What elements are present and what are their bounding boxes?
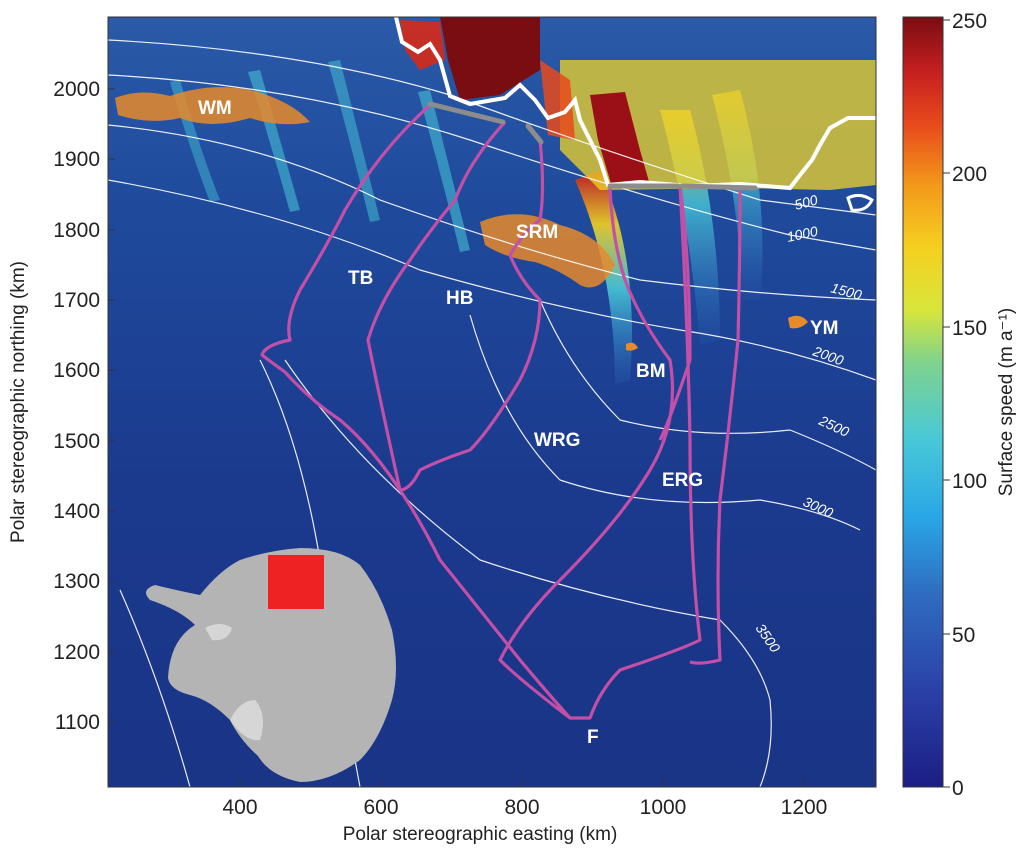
contour-500 — [108, 39, 876, 216]
colorbar-tick-marks — [943, 19, 950, 788]
coastline — [394, 17, 876, 191]
basin-outline-hb — [366, 120, 507, 491]
region-label-bm: BM — [636, 361, 666, 382]
y-tick-marks — [108, 88, 115, 723]
region-label-srm: SRM — [516, 222, 558, 243]
y-tick-label-2000: 2000 — [53, 78, 100, 101]
outlet-glacier-3 — [400, 20, 445, 70]
colorbar-tick-50: 50 — [952, 624, 975, 647]
inset-study-area — [268, 555, 324, 609]
region-label-wrg: WRG — [534, 430, 580, 451]
colorbar-gradient — [902, 16, 944, 788]
y-tick-label-1700: 1700 — [53, 289, 100, 312]
mountains-srm — [480, 214, 615, 288]
x-tick-label-400: 400 — [222, 796, 257, 819]
x-tick-label-600: 600 — [363, 796, 398, 819]
colorbar-tick-0: 0 — [952, 777, 964, 800]
region-label-ym: YM — [810, 318, 839, 339]
y-axis: 2000 1900 1800 1700 1600 1500 1400 1300 … — [8, 78, 115, 734]
y-tick-label-1600: 1600 — [53, 359, 100, 382]
contour-label-1000: 1000 — [785, 223, 819, 245]
basin-outline-main — [398, 185, 702, 720]
y-tick-label-1100: 1100 — [55, 711, 100, 734]
region-labels: WM SRM TB HB BM YM WRG ERG F — [198, 98, 839, 748]
mountains-ym — [788, 315, 808, 329]
basin-outline-erg — [658, 185, 692, 441]
x-axis-label: Polar stereographic easting (km) — [343, 824, 618, 845]
y-tick-label-1400: 1400 — [53, 500, 100, 523]
basin-outline-east — [689, 185, 742, 665]
contour-label-500: 500 — [793, 191, 820, 213]
x-axis: 400 600 800 1000 1200 Polar stereographi… — [222, 780, 827, 845]
mountains-bm — [626, 342, 638, 351]
y-tick-label-1800: 1800 — [53, 219, 100, 242]
inset-antarctica-landmass — [146, 548, 396, 782]
colorbar: 250 200 150 100 50 0 Surface speed (m a⁻… — [902, 10, 1017, 800]
ice-stream-bm — [575, 170, 632, 385]
basin-outline-tb — [260, 103, 432, 491]
colorbar-tick-150: 150 — [952, 317, 987, 340]
map-frame — [107, 16, 877, 788]
x-tick-label-1200: 1200 — [781, 796, 828, 819]
inset-ice-shelf-filchner — [205, 624, 232, 641]
mountains-wm — [115, 87, 310, 125]
ice-stream-west-3 — [418, 90, 470, 252]
gate-2 — [525, 123, 544, 145]
contour-1000 — [108, 74, 876, 251]
colorbar-tick-200: 200 — [952, 163, 987, 186]
contour-3500 — [284, 359, 772, 787]
inset-antarctica — [146, 548, 396, 782]
gate-4 — [679, 183, 758, 191]
region-label-wm: WM — [198, 98, 232, 119]
x-tick-marks — [239, 780, 805, 787]
y-tick-label-1200: 1200 — [53, 641, 100, 664]
region-label-f: F — [587, 727, 599, 748]
inset-ice-shelf-ross — [230, 700, 264, 741]
map-panel: 500 1000 1500 2000 2500 3000 3500 — [108, 17, 876, 787]
basin-outline-wrg — [498, 185, 675, 720]
contour-sw-2 — [119, 589, 191, 787]
colorbar-label: Surface speed (m a⁻¹) — [996, 308, 1017, 497]
contour-2500 — [539, 299, 876, 471]
contour-1500 — [108, 124, 876, 301]
mountains — [115, 87, 808, 351]
basin-outlines — [260, 103, 742, 720]
x-tick-label-1000: 1000 — [640, 796, 687, 819]
ice-stream-west-2 — [328, 60, 380, 222]
contour-2000 — [108, 179, 876, 381]
grounding-gates — [427, 101, 758, 191]
x-tick-label-800: 800 — [504, 796, 539, 819]
y-axis-label: Polar stereographic northing (km) — [8, 261, 29, 543]
outlet-glacier-2 — [590, 92, 650, 187]
y-tick-label-1900: 1900 — [53, 148, 100, 171]
region-label-tb: TB — [348, 268, 373, 289]
coastline-islands — [846, 193, 874, 212]
colorbar-tick-100: 100 — [952, 470, 987, 493]
region-label-hb: HB — [446, 288, 473, 309]
outlet-glacier-1 — [440, 17, 540, 100]
basin-outline-mid — [399, 139, 545, 492]
outlet-glacier-4 — [540, 60, 575, 140]
y-tick-label-1300: 1300 — [53, 570, 100, 593]
gate-1 — [427, 101, 506, 125]
colorbar-tick-250: 250 — [952, 10, 987, 33]
region-label-erg: ERG — [662, 470, 703, 491]
contour-label-1500: 1500 — [829, 279, 863, 303]
ice-streams — [170, 17, 876, 385]
y-tick-label-1500: 1500 — [53, 430, 100, 453]
